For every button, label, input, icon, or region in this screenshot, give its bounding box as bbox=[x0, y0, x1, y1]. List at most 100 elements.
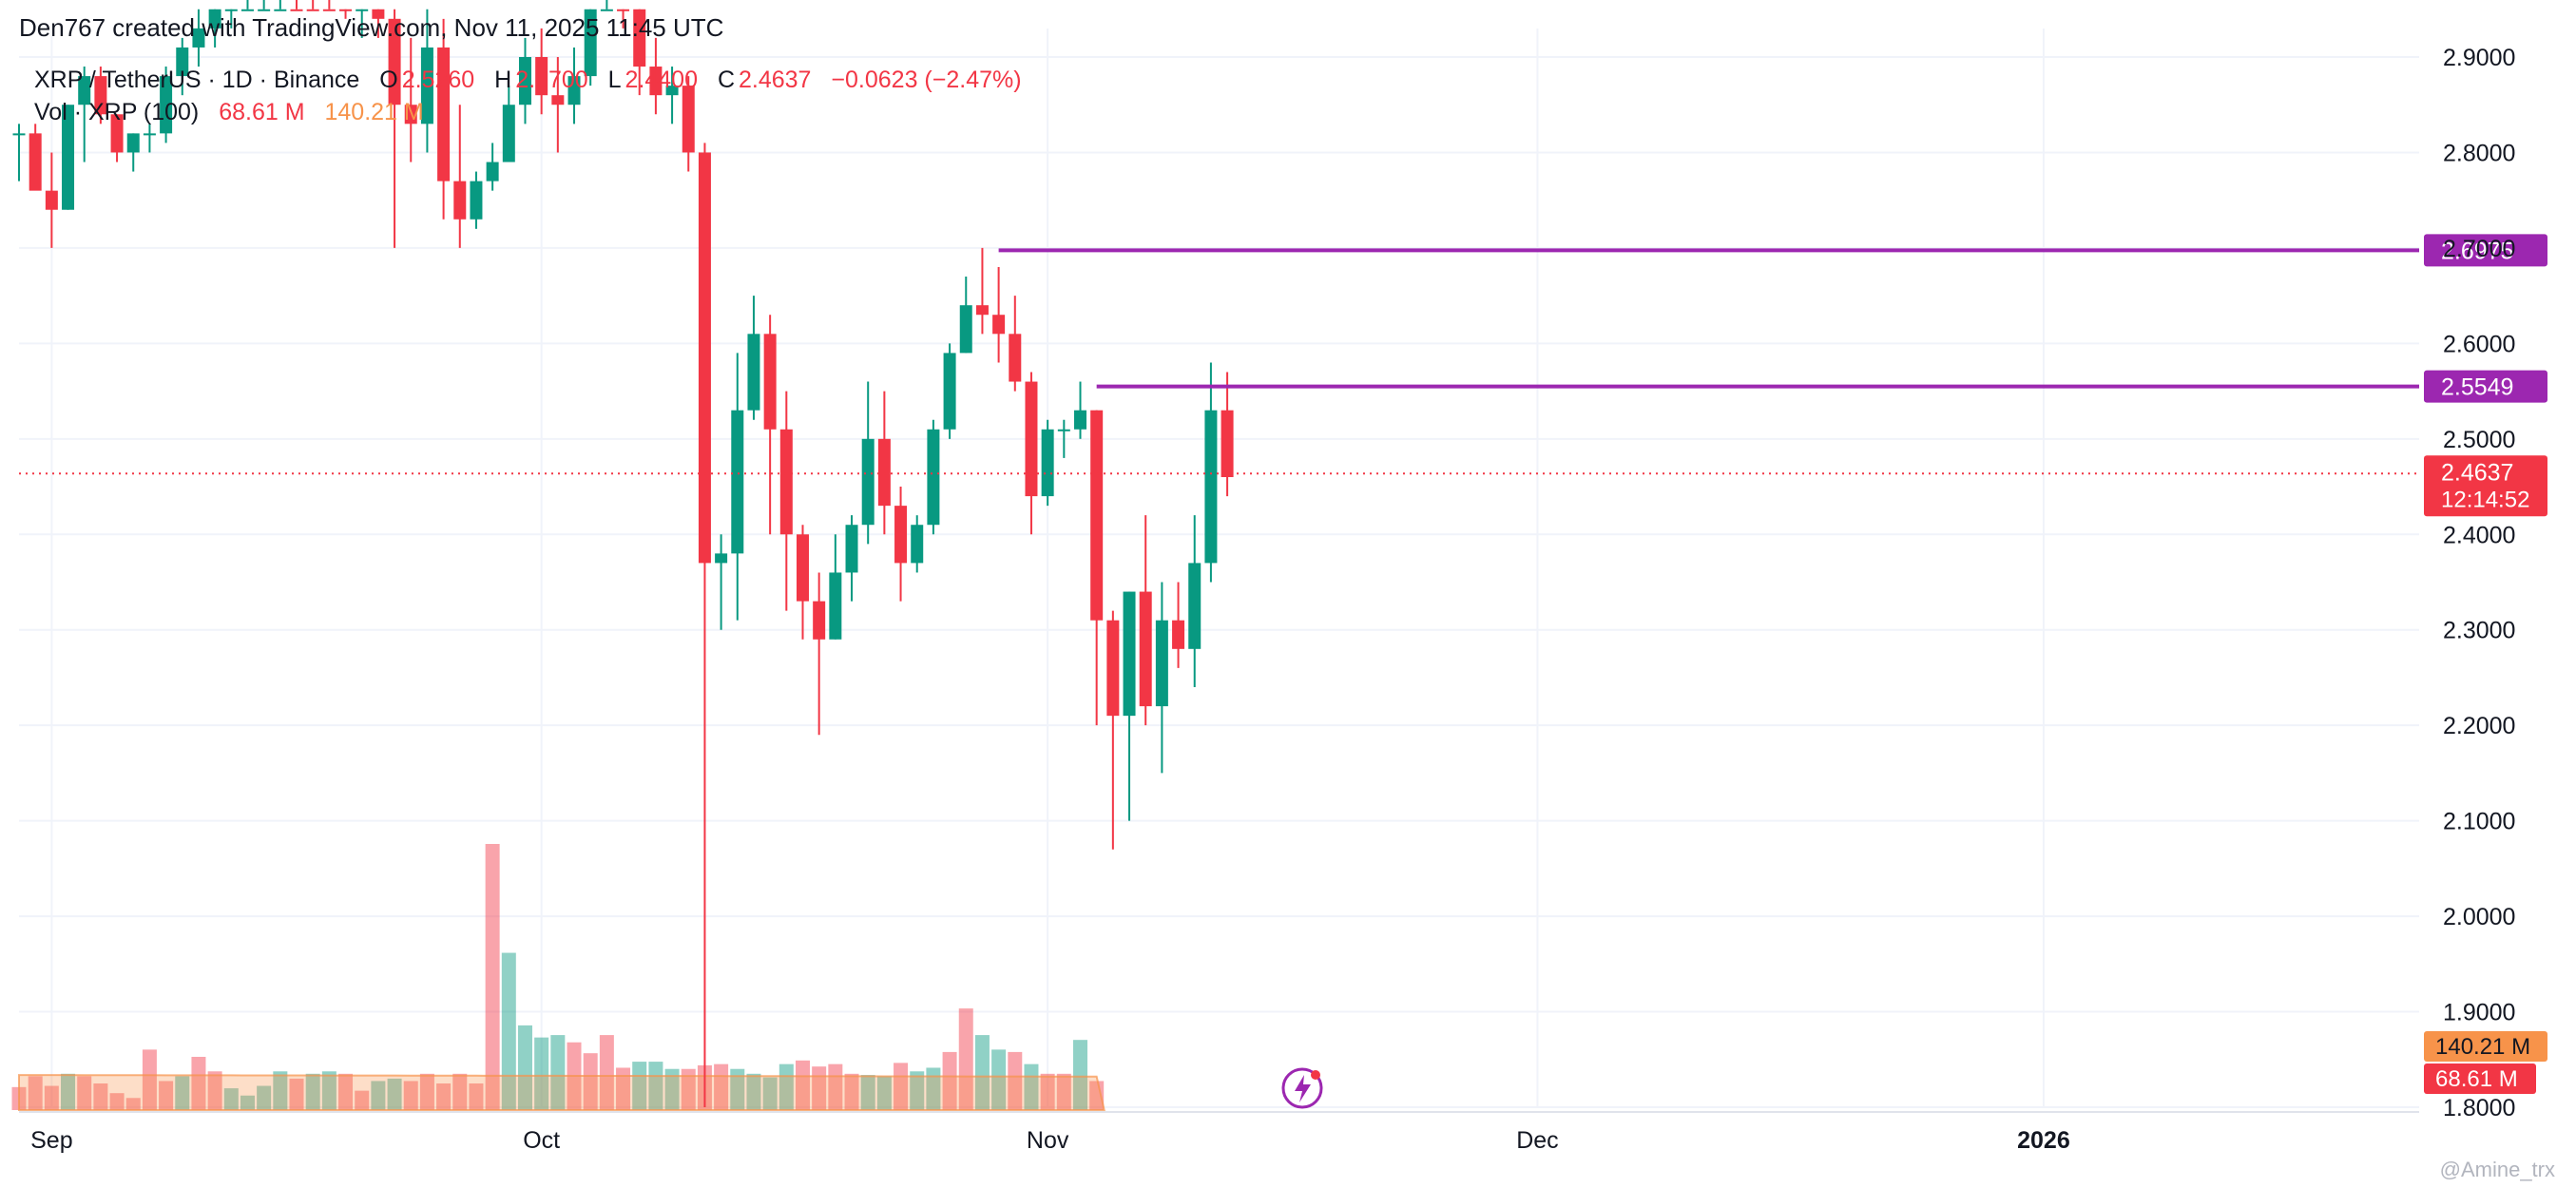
candle-body[interactable] bbox=[453, 181, 467, 220]
candle-body[interactable] bbox=[143, 133, 156, 136]
candle-body[interactable] bbox=[110, 114, 124, 153]
candle-body[interactable] bbox=[731, 410, 744, 554]
current-price-tag bbox=[2424, 455, 2547, 517]
candle-body[interactable] bbox=[322, 9, 336, 11]
candle-body[interactable] bbox=[1106, 620, 1120, 717]
candle-body[interactable] bbox=[518, 57, 531, 105]
candle-body[interactable] bbox=[567, 76, 581, 105]
level-price-tag bbox=[2424, 370, 2547, 403]
candle-body[interactable] bbox=[1009, 334, 1022, 382]
candle-body[interactable] bbox=[1057, 429, 1070, 431]
volume-bar bbox=[77, 1076, 92, 1110]
candle-body[interactable] bbox=[1025, 381, 1038, 497]
candle-body[interactable] bbox=[437, 47, 451, 182]
candle-body[interactable] bbox=[600, 9, 613, 11]
volume-bar bbox=[762, 1077, 778, 1110]
candle-body[interactable] bbox=[682, 86, 695, 153]
candle-body[interactable] bbox=[1204, 410, 1218, 564]
volume-label[interactable]: Vol · XRP (100) bbox=[34, 99, 200, 125]
candle-body[interactable] bbox=[796, 534, 809, 602]
volume-legend[interactable]: Vol · XRP (100) 68.61 M 140.21 M bbox=[34, 99, 428, 126]
candle-body[interactable] bbox=[224, 9, 238, 11]
candle-body[interactable] bbox=[1041, 429, 1054, 497]
candle-body[interactable] bbox=[959, 305, 972, 354]
candle-body[interactable] bbox=[62, 105, 75, 210]
candle-body[interactable] bbox=[258, 9, 271, 11]
volume-bar bbox=[403, 1081, 418, 1110]
candle-body[interactable] bbox=[617, 9, 630, 11]
high-label: H bbox=[494, 67, 512, 93]
volume-bar bbox=[452, 1073, 468, 1110]
candle-body[interactable] bbox=[1221, 410, 1234, 477]
level-price-label: 2.6975 bbox=[2441, 238, 2513, 264]
symbol-name[interactable]: XRP / TetherUS · 1D · Binance bbox=[34, 67, 360, 93]
candle-body[interactable] bbox=[29, 133, 42, 191]
candle-body[interactable] bbox=[813, 601, 826, 640]
candle-body[interactable] bbox=[274, 9, 287, 11]
candle-body[interactable] bbox=[1155, 620, 1168, 707]
candle-body[interactable] bbox=[715, 553, 728, 564]
candle-body[interactable] bbox=[94, 76, 107, 115]
volume-bar bbox=[876, 1076, 892, 1110]
candle-body[interactable] bbox=[1090, 410, 1104, 621]
candle-body[interactable] bbox=[388, 18, 401, 105]
candle-body[interactable] bbox=[12, 133, 26, 136]
candle-body[interactable] bbox=[1073, 410, 1086, 430]
candle-body[interactable] bbox=[126, 133, 140, 153]
candle-body[interactable] bbox=[240, 9, 254, 11]
volume-bar bbox=[159, 1081, 174, 1110]
candle-body[interactable] bbox=[829, 572, 842, 640]
candle-body[interactable] bbox=[1139, 591, 1152, 707]
candle-body[interactable] bbox=[763, 334, 777, 430]
candle-body[interactable] bbox=[356, 9, 369, 11]
candle-body[interactable] bbox=[992, 315, 1006, 335]
price-tick-label: 2.0000 bbox=[2443, 904, 2515, 930]
volume-bar bbox=[746, 1073, 761, 1110]
candle-body[interactable] bbox=[535, 57, 548, 96]
candle-body[interactable] bbox=[486, 162, 499, 182]
candle-body[interactable] bbox=[698, 152, 711, 564]
candle-body[interactable] bbox=[404, 105, 417, 125]
volume-current-tag bbox=[2424, 1063, 2536, 1094]
candle-body[interactable] bbox=[306, 9, 319, 11]
candle-body[interactable] bbox=[78, 76, 91, 105]
candle-body[interactable] bbox=[470, 181, 483, 220]
candle-body[interactable] bbox=[747, 334, 760, 411]
candle-body[interactable] bbox=[943, 353, 956, 430]
candle-body[interactable] bbox=[1188, 563, 1201, 649]
candle-body[interactable] bbox=[927, 429, 940, 526]
candle-body[interactable] bbox=[649, 67, 663, 96]
candle-body[interactable] bbox=[290, 9, 303, 11]
candle-body[interactable] bbox=[176, 47, 189, 77]
candle-body[interactable] bbox=[551, 95, 565, 105]
candle-body[interactable] bbox=[502, 105, 515, 163]
volume-bar bbox=[534, 1037, 549, 1110]
candle-body[interactable] bbox=[845, 525, 858, 573]
candle-body[interactable] bbox=[861, 438, 875, 526]
volume-bar bbox=[338, 1073, 354, 1110]
open-value: 2.5260 bbox=[401, 67, 475, 93]
candle-body[interactable] bbox=[877, 438, 891, 507]
volume-bar bbox=[257, 1085, 272, 1110]
candle-body[interactable] bbox=[584, 9, 597, 77]
candle-body[interactable] bbox=[1172, 620, 1185, 649]
candle-body[interactable] bbox=[633, 9, 646, 67]
candle-body[interactable] bbox=[911, 525, 924, 564]
candle-body[interactable] bbox=[894, 506, 908, 564]
candle-body[interactable] bbox=[372, 9, 385, 19]
candle-body[interactable] bbox=[208, 9, 221, 29]
candle-body[interactable] bbox=[420, 47, 433, 125]
candle-body[interactable] bbox=[339, 9, 353, 11]
candle-body[interactable] bbox=[45, 190, 58, 210]
candle-body[interactable] bbox=[779, 429, 793, 535]
lightning-icon-glyph bbox=[1295, 1075, 1311, 1102]
candle-body[interactable] bbox=[192, 28, 205, 48]
candle-body[interactable] bbox=[160, 76, 173, 134]
candle-body[interactable] bbox=[975, 305, 989, 316]
candle-body[interactable] bbox=[1123, 591, 1136, 717]
volume-bar bbox=[28, 1076, 43, 1110]
volume-bar bbox=[93, 1083, 108, 1110]
candle-body[interactable] bbox=[665, 86, 679, 96]
